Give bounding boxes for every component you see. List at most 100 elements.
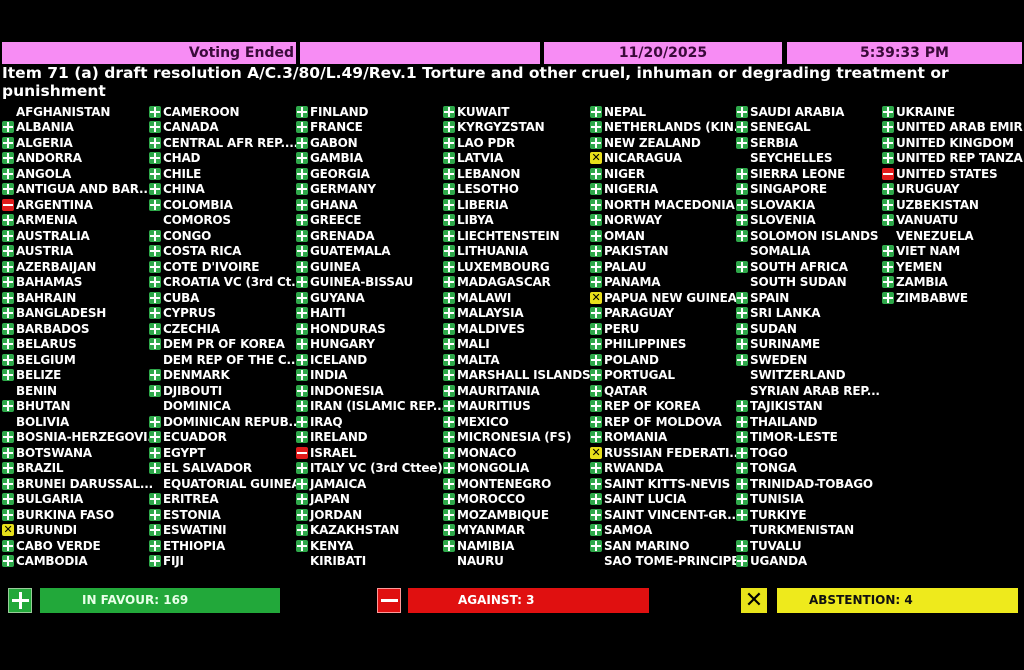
country-row: SAUDI ARABIA (736, 104, 880, 120)
plus-icon (443, 493, 455, 506)
country-name: SYRIAN ARAB REP... (750, 383, 880, 398)
plus-icon (2, 322, 14, 335)
country-name: FRANCE (310, 120, 363, 135)
country-row: MICRONESIA (FS) (443, 430, 590, 446)
country-name: VENEZUELA (896, 228, 974, 243)
plus-icon (443, 477, 455, 490)
plus-icon (8, 588, 32, 613)
country-name: CHINA (163, 182, 205, 197)
country-row: ROMANIA (590, 430, 747, 446)
plus-icon (2, 477, 14, 490)
plus-icon (736, 400, 748, 413)
plus-icon (590, 338, 602, 351)
country-name: COMOROS (163, 213, 231, 228)
plus-icon (296, 462, 308, 475)
country-name: UGANDA (750, 554, 807, 569)
country-name: LESOTHO (457, 182, 519, 197)
country-name: PARAGUAY (604, 306, 674, 321)
country-row: ITALY VC (3rd Cttee) (296, 461, 446, 477)
country-name: GRENADA (310, 228, 375, 243)
country-row: SOUTH AFRICA (736, 259, 880, 275)
country-name: BELGIUM (16, 352, 76, 367)
plus-icon (2, 245, 14, 258)
country-row: JAMAICA (296, 476, 446, 492)
plus-icon (2, 276, 14, 289)
country-name: TURKIYE (750, 507, 807, 522)
no-vote-icon (443, 555, 455, 567)
plus-icon (149, 508, 161, 521)
country-name: MALAYSIA (457, 306, 524, 321)
plus-icon (736, 307, 748, 320)
country-name: SOMALIA (750, 244, 811, 259)
country-row: BOSNIA-HERZEGOVI... (2, 430, 161, 446)
no-vote-icon (736, 152, 748, 164)
plus-icon (149, 121, 161, 134)
plus-icon (296, 338, 308, 351)
country-name: BAHRAIN (16, 290, 77, 305)
country-name: GAMBIA (310, 151, 363, 166)
country-row: ESWATINI (149, 523, 304, 539)
country-row: BARBADOS (2, 321, 161, 337)
country-name: RWANDA (604, 461, 664, 476)
country-row: AUSTRIA (2, 244, 161, 260)
country-name: LAO PDR (457, 135, 515, 150)
plus-icon (2, 183, 14, 196)
country-name: COLOMBIA (163, 197, 233, 212)
country-name: ARMENIA (16, 213, 78, 228)
country-row: ZIMBABWE (882, 290, 1024, 306)
plus-icon (736, 167, 748, 180)
country-name: INDONESIA (310, 383, 384, 398)
country-name: URUGUAY (896, 182, 960, 197)
country-name: GUYANA (310, 290, 365, 305)
country-name: UNITED KINGDOM (896, 135, 1014, 150)
country-name: DJIBOUTI (163, 383, 223, 398)
country-row: NEW ZEALAND (590, 135, 747, 151)
plus-icon (736, 322, 748, 335)
plus-icon (443, 415, 455, 428)
country-name: OMAN (604, 228, 645, 243)
country-row: ESTONIA (149, 507, 304, 523)
country-name: HONDURAS (310, 321, 386, 336)
country-name: MYANMAR (457, 523, 525, 538)
country-name: NEPAL (604, 104, 646, 119)
country-row: UGANDA (736, 554, 880, 570)
country-name: HUNGARY (310, 337, 375, 352)
no-vote-icon (736, 276, 748, 288)
country-name: PALAU (604, 259, 647, 274)
country-name: CANADA (163, 120, 219, 135)
country-row: CROATIA VC (3rd Ct... (149, 275, 304, 291)
country-name: SPAIN (750, 290, 790, 305)
country-row: EQUATORIAL GUINEA (149, 476, 304, 492)
country-name: SLOVENIA (750, 213, 816, 228)
no-vote-icon (149, 400, 161, 412)
country-name: BULGARIA (16, 492, 84, 507)
country-name: UKRAINE (896, 104, 955, 119)
country-name: JORDAN (310, 507, 362, 522)
plus-icon (296, 260, 308, 273)
plus-icon (149, 105, 161, 118)
plus-icon (443, 245, 455, 258)
country-name: ICELAND (310, 352, 368, 367)
country-name: FINLAND (310, 104, 369, 119)
country-row: BOLIVIA (2, 414, 161, 430)
country-row: SIERRA LEONE (736, 166, 880, 182)
minus-icon (377, 588, 401, 613)
plus-icon (882, 260, 894, 273)
country-row: TURKIYE (736, 507, 880, 523)
country-row: REP OF KOREA (590, 399, 747, 415)
plus-icon (736, 338, 748, 351)
plus-icon (443, 524, 455, 537)
plus-icon (736, 353, 748, 366)
country-row: UZBEKISTAN (882, 197, 1024, 213)
plus-icon (149, 276, 161, 289)
country-name: VANUATU (896, 213, 959, 228)
country-row: NIGER (590, 166, 747, 182)
country-row: YEMEN (882, 259, 1024, 275)
country-row: ICELAND (296, 352, 446, 368)
country-row: PORTUGAL (590, 368, 747, 384)
plus-icon (443, 446, 455, 459)
plus-icon (2, 260, 14, 273)
country-row: SWEDEN (736, 352, 880, 368)
country-name: BANGLADESH (16, 306, 107, 321)
plus-icon (736, 493, 748, 506)
